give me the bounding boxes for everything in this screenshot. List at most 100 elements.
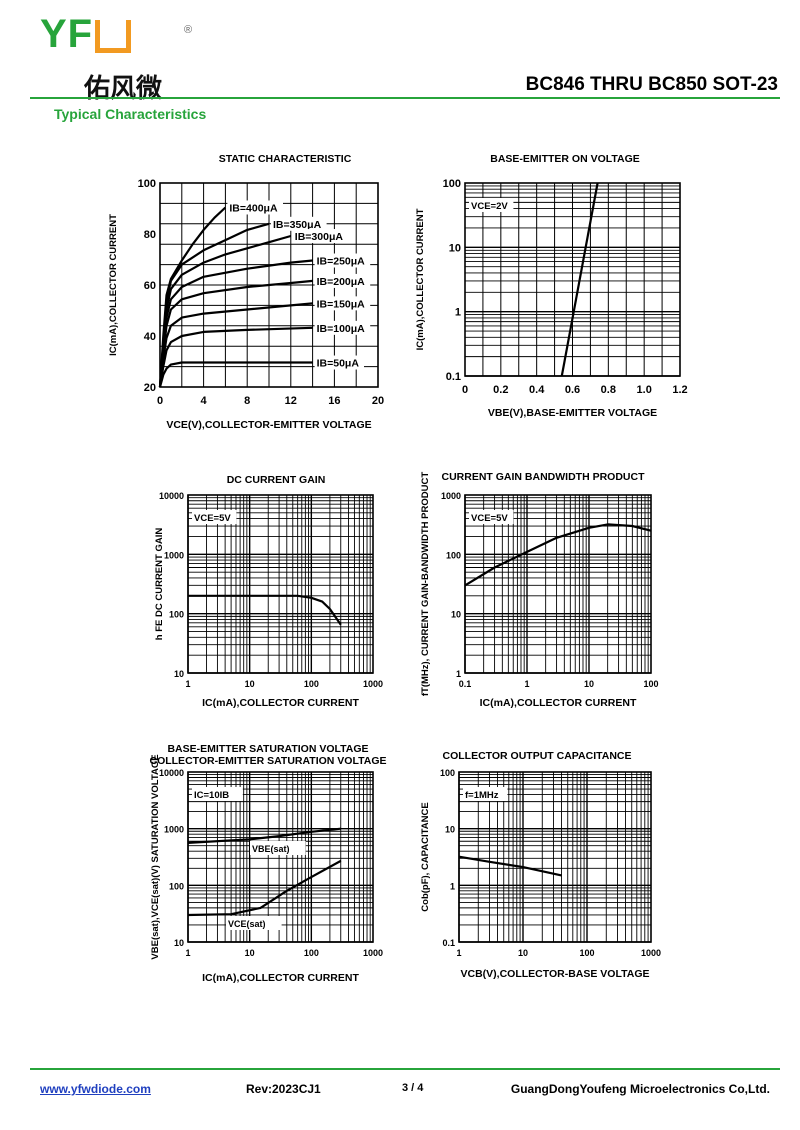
registered-mark: ®	[184, 24, 193, 36]
series-label: IB=250μA	[317, 256, 366, 268]
annotation-background	[469, 198, 514, 212]
x-tick-label: 16	[328, 395, 340, 407]
series-line	[458, 855, 562, 877]
section-title: Typical Characteristics	[54, 106, 207, 122]
document-title: BC846 THRU BC850 SOT-23	[525, 74, 778, 95]
series-label-background	[314, 320, 371, 335]
y-axis-label: fT(MHz), CURRENT GAIN-BANDWIDTH PRODUCT	[420, 472, 431, 696]
series-label: IB=150μA	[317, 298, 366, 310]
y-tick-label: 10	[451, 610, 461, 620]
revision-label: Rev:2023CJ1	[246, 1082, 321, 1096]
series-line	[188, 594, 342, 626]
series-line	[187, 827, 341, 844]
series-label-background	[314, 296, 371, 311]
series-label: IB=300μA	[295, 231, 344, 243]
plot-frame	[187, 494, 374, 674]
footer-divider	[30, 1068, 780, 1070]
series-line	[187, 859, 342, 917]
series-label-background	[314, 355, 364, 370]
series-label-background	[314, 273, 371, 288]
x-tick-label: 1.0	[637, 384, 652, 396]
x-tick-label: 10	[245, 679, 255, 689]
logo-chinese-name: 佑风微	[84, 74, 163, 104]
x-tick-label: 1	[456, 948, 461, 958]
plot-frame	[159, 182, 379, 388]
x-tick-label: 10	[584, 679, 594, 689]
chart-title: CURRENT GAIN BANDWIDTH PRODUCT	[442, 471, 646, 483]
chart-title: COLLECTOR OUTPUT CAPACITANCE	[443, 750, 632, 762]
x-tick-label: 20	[372, 395, 384, 407]
y-tick-label: 100	[446, 550, 461, 560]
y-tick-label: 80	[144, 229, 156, 241]
plot-frame	[187, 771, 374, 943]
x-axis-label: IC(mA),COLLECTOR CURRENT	[202, 697, 359, 709]
x-axis-label: VCB(V),COLLECTOR-BASE VOLTAGE	[461, 968, 650, 980]
y-tick-label: 10	[174, 669, 184, 679]
x-tick-label: 1000	[363, 948, 383, 958]
series-label: IB=350μA	[273, 219, 322, 231]
chart-title: BASE-EMITTER ON VOLTAGE	[490, 153, 640, 165]
series-label-background	[227, 200, 283, 215]
y-tick-label: 0.1	[442, 938, 455, 948]
y-tick-label: 100	[440, 768, 455, 778]
series-label: IB=400μA	[229, 202, 278, 214]
x-tick-label: 1000	[641, 948, 661, 958]
x-axis-label: IC(mA),COLLECTOR CURRENT	[202, 972, 359, 984]
x-tick-label: 1	[185, 679, 190, 689]
x-axis-label: VBE(V),BASE-EMITTER VOLTAGE	[488, 407, 657, 419]
y-axis-label: IC(mA),COLLECTOR CURRENT	[108, 214, 119, 356]
series-line	[158, 259, 313, 388]
x-tick-label: 100	[579, 948, 594, 958]
y-tick-label: 10	[445, 825, 455, 835]
company-name: GuangDongYoufeng Microelectronics Co,Ltd…	[510, 1082, 770, 1096]
y-tick-label: 1000	[441, 491, 461, 501]
y-tick-label: 100	[169, 610, 184, 620]
x-tick-label: 0.1	[459, 679, 472, 689]
y-axis-label: IC(mA),COLLECTOR CURRENT	[415, 208, 426, 350]
series-line	[560, 182, 599, 377]
x-tick-label: 0.6	[565, 384, 580, 396]
series-label-background	[314, 253, 371, 268]
annotation-background	[192, 510, 237, 524]
x-tick-label: 0	[157, 395, 163, 407]
series-label-background	[271, 216, 327, 231]
series-line	[158, 326, 313, 388]
chart-annotation: VCE=5V	[194, 513, 231, 524]
chart-title: DC CURRENT GAIN	[227, 474, 326, 486]
x-tick-label: 10	[518, 948, 528, 958]
series-label-background	[250, 841, 306, 855]
x-tick-label: 0.8	[601, 384, 616, 396]
x-tick-label: 0	[462, 384, 468, 396]
series-line	[158, 361, 313, 388]
chart-title: STATIC CHARACTERISTIC	[219, 153, 352, 165]
y-tick-label: 10	[174, 938, 184, 948]
chart-annotation: IC=10IB	[194, 790, 229, 801]
series-label: IB=50μA	[317, 358, 360, 370]
x-tick-label: 10	[245, 948, 255, 958]
x-axis-label: IC(mA),COLLECTOR CURRENT	[480, 697, 637, 709]
y-tick-label: 10000	[159, 491, 184, 501]
annotation-background	[192, 787, 243, 801]
chart-annotation: f=1MHz	[465, 790, 499, 801]
y-tick-label: 1000	[164, 550, 184, 560]
x-tick-label: 12	[285, 395, 297, 407]
series-label-background	[226, 916, 282, 930]
series-label: IB=200μA	[317, 276, 366, 288]
series-label: VBE(sat)	[252, 844, 290, 854]
page-number: 3 / 4	[402, 1082, 424, 1094]
y-tick-label: 1	[456, 669, 461, 679]
chart-annotation: VCE=5V	[471, 513, 508, 524]
plot-frame	[464, 494, 652, 674]
website-link[interactable]: www.yfwdiode.com	[40, 1082, 151, 1096]
y-tick-label: 10000	[159, 768, 184, 778]
x-tick-label: 100	[643, 679, 658, 689]
series-label-background	[292, 229, 349, 244]
y-tick-label: 60	[144, 280, 156, 292]
y-tick-label: 0.1	[446, 371, 461, 383]
series-line	[158, 279, 313, 388]
company-logo: YF ® 佑风微	[40, 12, 192, 104]
series-label: VCE(sat)	[228, 919, 266, 929]
x-tick-label: 1	[185, 948, 190, 958]
y-tick-label: 1	[455, 307, 461, 319]
